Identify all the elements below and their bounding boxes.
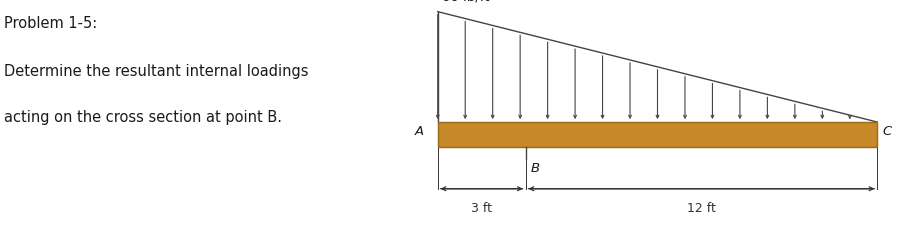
Bar [438,123,877,148]
Text: 3 ft: 3 ft [471,202,492,215]
Text: Problem 1-5:: Problem 1-5: [4,16,98,31]
Text: 12 ft: 12 ft [687,202,716,215]
Text: B: B [531,161,540,174]
Text: A: A [414,124,423,137]
Text: acting on the cross section at point B.: acting on the cross section at point B. [4,110,283,125]
Text: C: C [883,124,892,137]
Text: 60 lb/ft: 60 lb/ft [442,0,490,3]
Text: Determine the resultant internal loadings: Determine the resultant internal loading… [4,64,309,79]
